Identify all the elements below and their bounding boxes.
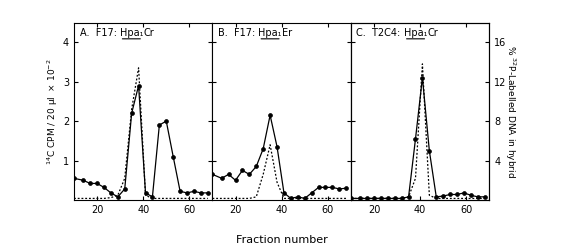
Text: Cr: Cr [143,28,154,38]
Text: C.  T2C4:: C. T2C4: [356,28,404,38]
Y-axis label: % $^{32}$P-Labelled DNA in hybrid: % $^{32}$P-Labelled DNA in hybrid [504,45,518,178]
Y-axis label: $^{14}$C CPM / 20 μl  × 10$^{-2}$: $^{14}$C CPM / 20 μl × 10$^{-2}$ [46,58,60,164]
Text: Fraction number: Fraction number [236,235,328,245]
Text: Cr: Cr [427,28,438,38]
Text: Hpa₁: Hpa₁ [258,28,282,38]
Text: Er: Er [282,28,292,38]
Text: Hpa₁: Hpa₁ [119,28,143,38]
Text: Hpa₁: Hpa₁ [404,28,427,38]
Text: A.  F17:: A. F17: [80,28,119,38]
Text: B.  F17:: B. F17: [218,28,258,38]
